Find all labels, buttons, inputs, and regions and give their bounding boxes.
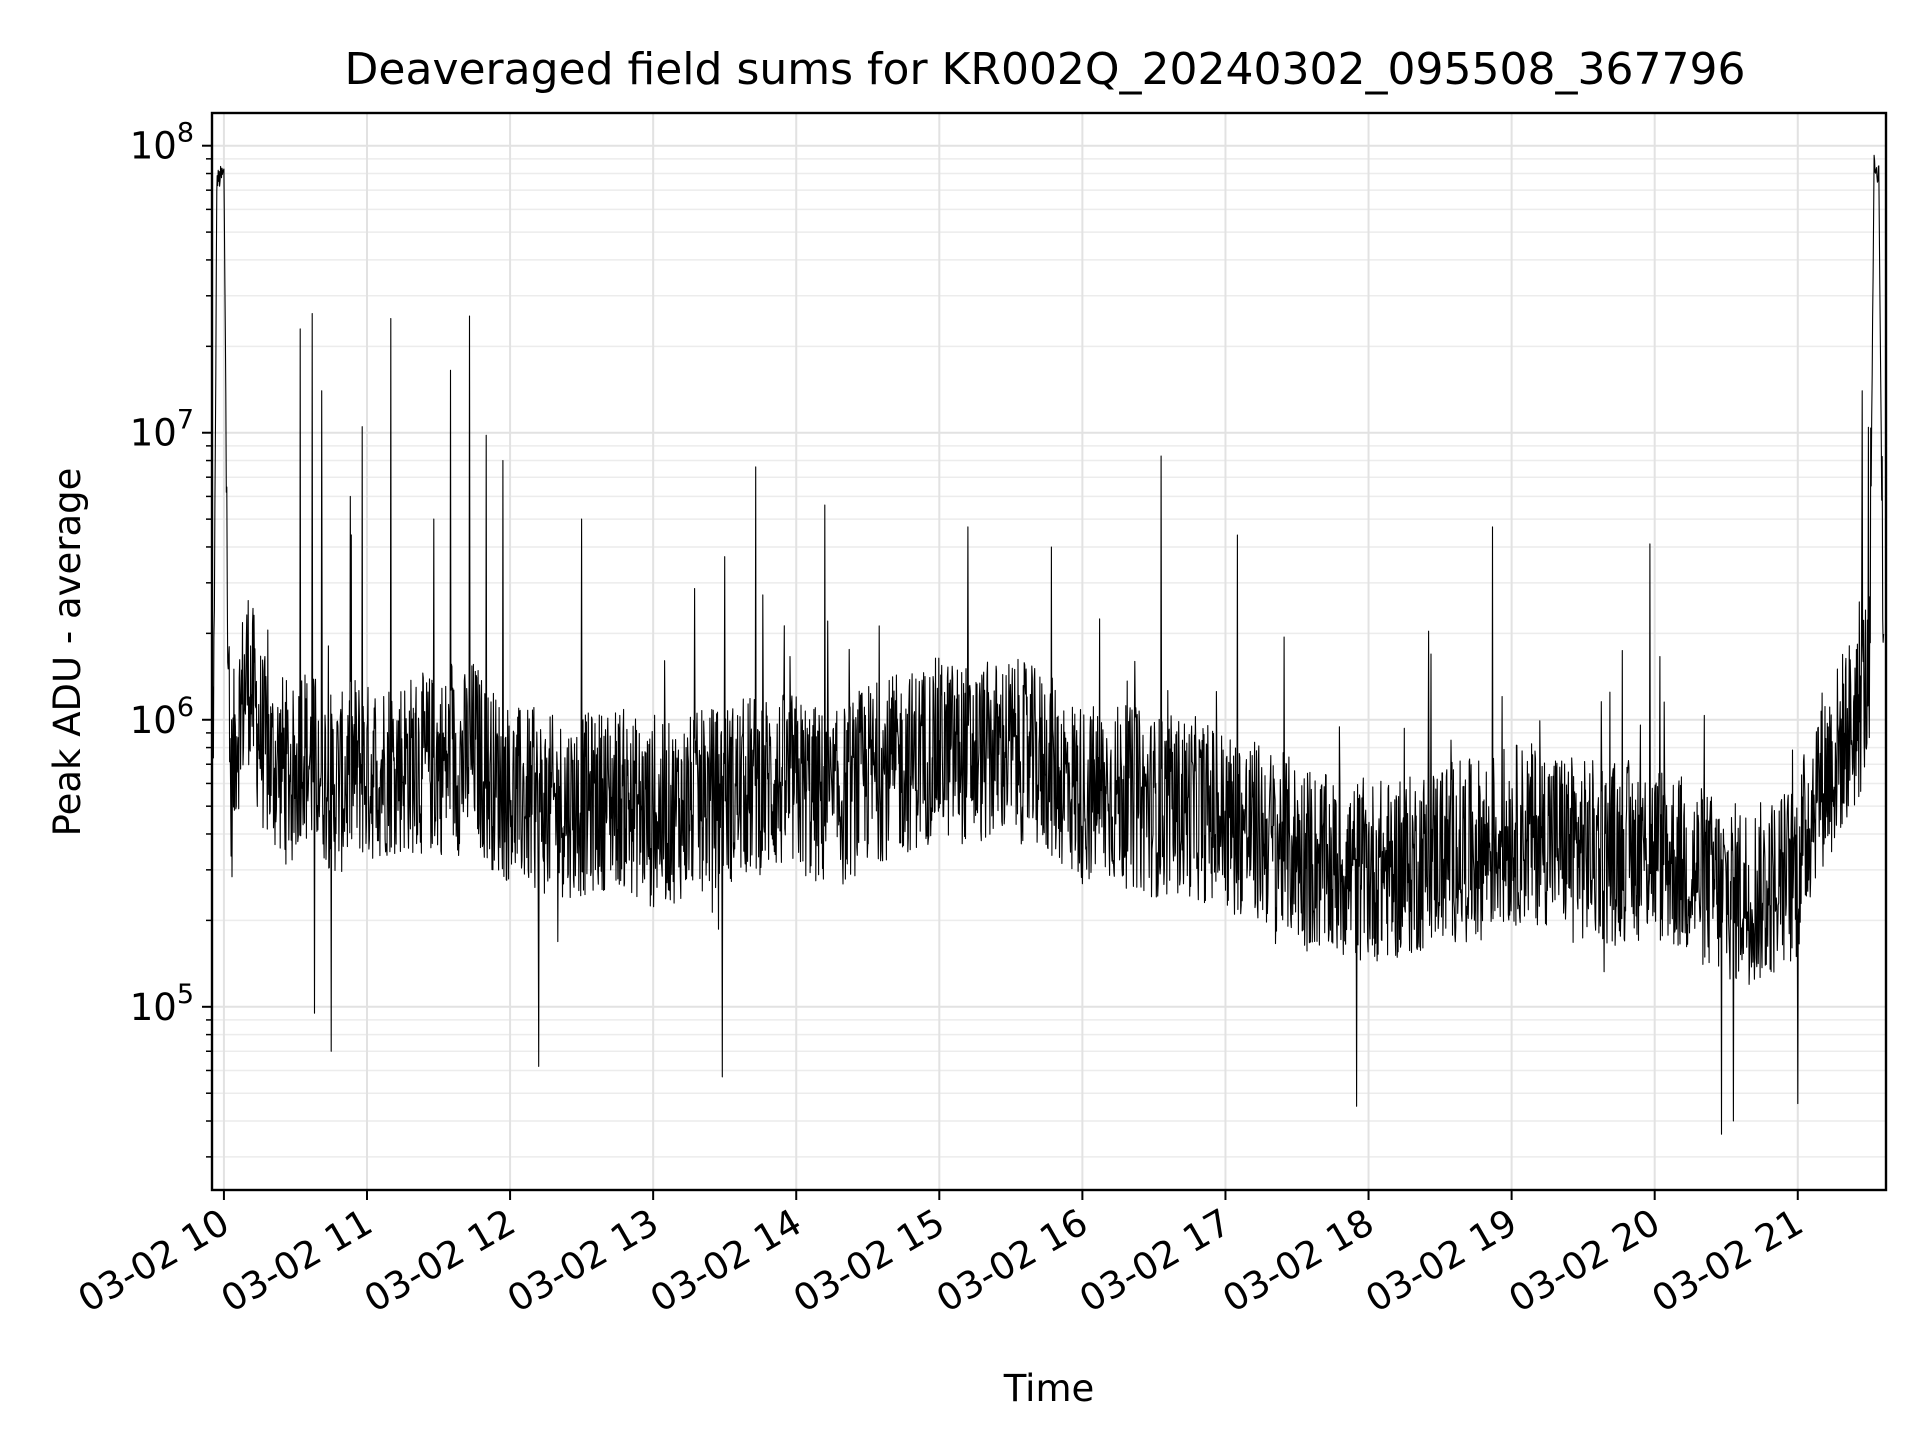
y-axis-label: Peak ADU - average bbox=[46, 468, 89, 837]
y-tick-exponent: 6 bbox=[177, 692, 194, 723]
y-tick-label: 105 bbox=[130, 979, 194, 1029]
y-tick-label: 107 bbox=[130, 405, 194, 455]
y-tick-exponent: 7 bbox=[177, 405, 194, 436]
y-tick-base: 10 bbox=[130, 699, 177, 742]
y-tick-base: 10 bbox=[130, 125, 177, 168]
y-tick-base: 10 bbox=[130, 986, 177, 1029]
y-tick-label: 106 bbox=[130, 692, 194, 742]
y-tick-base: 10 bbox=[130, 412, 177, 455]
chart-title: Deaveraged field sums for KR002Q_2024030… bbox=[345, 44, 1746, 95]
y-tick-exponent: 5 bbox=[177, 979, 194, 1010]
x-axis-label: Time bbox=[1003, 1367, 1095, 1410]
series-line bbox=[211, 154, 1885, 1135]
y-tick-label: 108 bbox=[130, 118, 194, 168]
data-series bbox=[211, 154, 1885, 1135]
y-tick-exponent: 8 bbox=[177, 118, 194, 149]
plot-frame bbox=[210, 111, 1888, 1192]
